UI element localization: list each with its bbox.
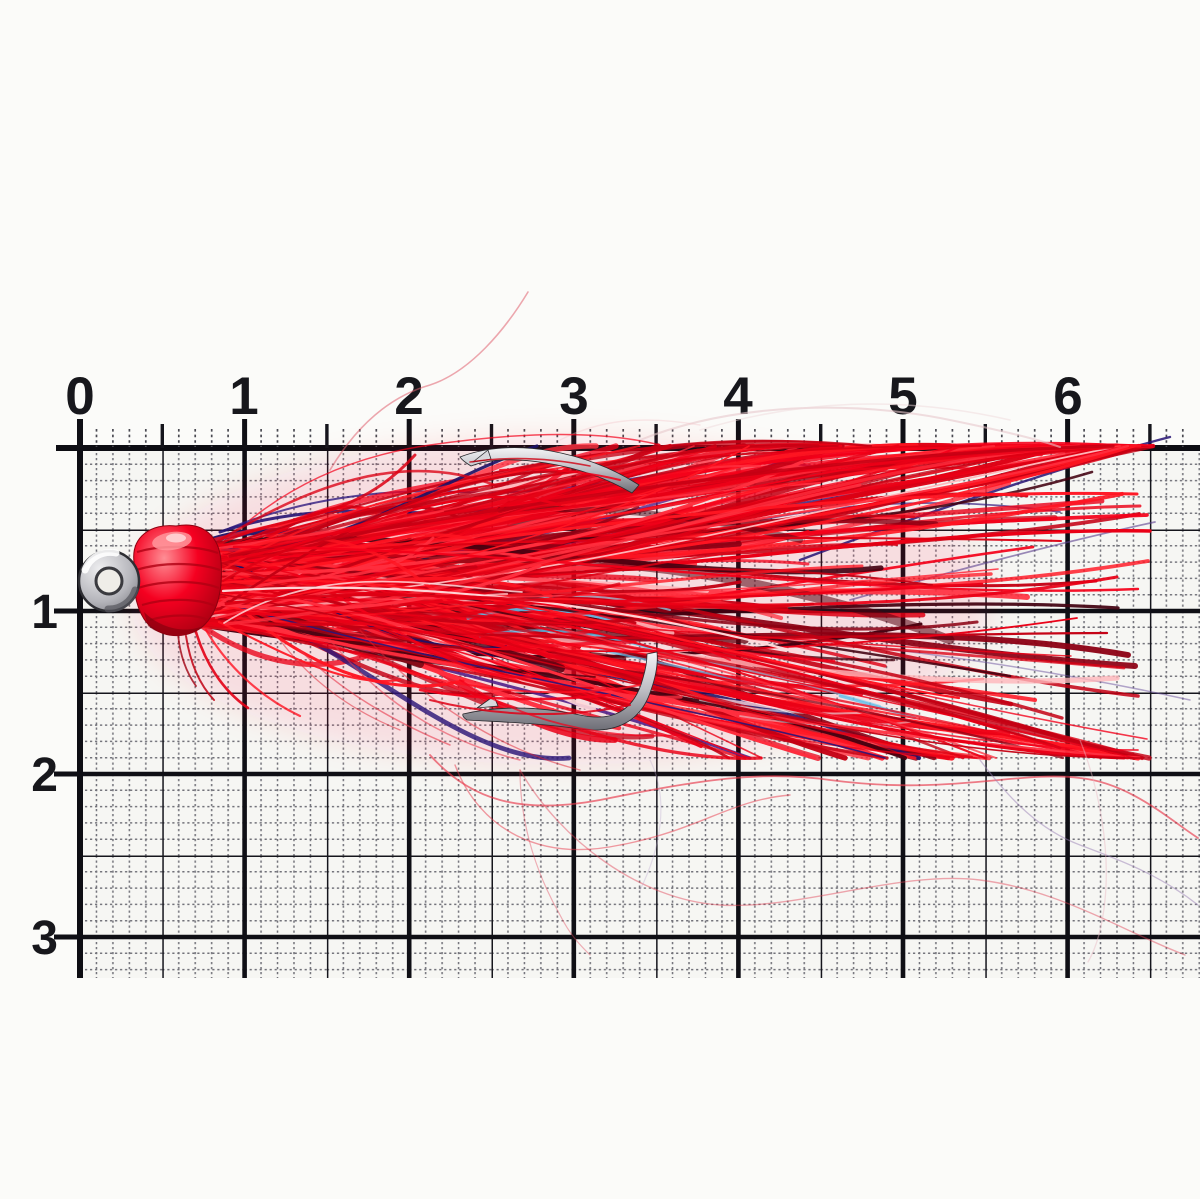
ruler-number-top-3: 3 [559, 367, 588, 426]
stray-filaments [249, 291, 1199, 963]
lure [77, 291, 1199, 963]
knot-dangling-fibers [177, 628, 302, 718]
fiber-bundle-front [186, 439, 1156, 760]
ruler-number-left-1: 1 [31, 586, 58, 639]
ruler-number-top-6: 6 [1053, 367, 1082, 426]
thread-wrap-knot [132, 524, 222, 637]
hook-eye-ring [77, 548, 141, 613]
ruler-top: 0 1 2 3 4 5 6 [65, 367, 1184, 448]
ruler-number-top-5: 5 [888, 367, 917, 426]
ruler-number-top-0: 0 [65, 367, 94, 426]
ruler-number-top-1: 1 [229, 367, 258, 426]
ruler-number-left-3: 3 [31, 912, 58, 965]
fiber-over-hooks [399, 457, 681, 737]
ruler-left: 1 2 3 [31, 586, 80, 965]
ruler-number-top-2: 2 [394, 367, 423, 426]
ruler-number-left-2: 2 [31, 749, 58, 802]
